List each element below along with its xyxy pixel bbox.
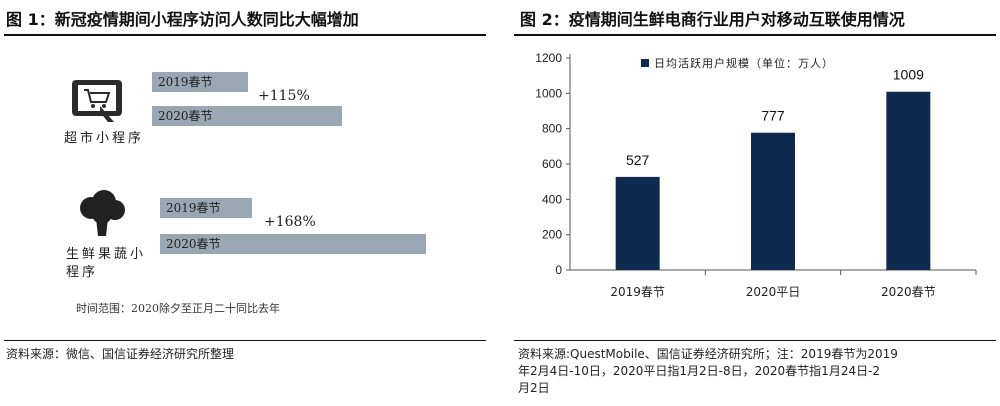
x-tick-label: 2020春节 xyxy=(881,285,936,299)
right-source-line-3: 月2日 xyxy=(518,381,550,395)
right-panel-title: 图 2：疫情期间生鲜电商行业用户对移动互联使用情况 xyxy=(520,10,905,29)
left-title-rule xyxy=(4,34,486,36)
y-tick-label: 200 xyxy=(542,228,562,242)
produce-icon xyxy=(76,190,128,238)
group-2-bar-2020: 2020春节 xyxy=(160,234,426,254)
bar xyxy=(886,91,931,270)
y-tick-label: 0 xyxy=(555,263,562,277)
y-tick-label: 800 xyxy=(542,122,562,136)
y-tick-label: 1000 xyxy=(535,86,562,100)
group-1-bar-2019: 2019春节 xyxy=(152,72,248,92)
y-tick-label: 1200 xyxy=(535,51,562,65)
x-tick-label: 2020平日 xyxy=(746,285,801,299)
left-panel-title: 图 1：新冠疫情期间小程序访问人数同比大幅增加 xyxy=(6,10,359,29)
supermarket-icon xyxy=(70,76,126,124)
bar-value-label: 527 xyxy=(626,152,650,168)
bar-chart: 0 200 400 600 800 1000 1200 527 2019春节 777 2020平日 1… xyxy=(535,51,977,299)
right-source-line-2: 年2月4日-10日，2020平日指1月2日-8日，2020春节指1月24日-2 xyxy=(518,364,881,378)
group-2-change: +168% xyxy=(264,214,316,230)
y-tick-label: 400 xyxy=(542,192,562,206)
bar xyxy=(751,132,795,270)
left-source-rule xyxy=(4,340,486,341)
time-range-note: 时间范围：2020除夕至正月二十同比去年 xyxy=(76,302,280,315)
broccoli-icon xyxy=(80,190,125,236)
group-1-bar-2020: 2020春节 xyxy=(152,106,342,126)
right-source-line-1: 资料来源:QuestMobile、国信证券经济研究所；注：2019春节为2019 xyxy=(518,347,898,361)
y-tick-label: 600 xyxy=(542,157,562,171)
group-1-change: +115% xyxy=(258,88,310,104)
tablet-cart-icon xyxy=(72,80,122,122)
bar xyxy=(615,176,660,270)
x-tick-label: 2019春节 xyxy=(610,285,665,299)
left-source: 资料来源：微信、国信证券经济研究所整理 xyxy=(6,347,235,361)
right-source-rule xyxy=(514,340,996,341)
group-2-bar-2019: 2019春节 xyxy=(160,198,252,218)
group-1-label: 超市小程序 xyxy=(64,131,145,146)
legend-label: 日均活跃用户规模（单位：万人） xyxy=(654,56,834,70)
right-title-rule xyxy=(514,34,996,36)
group-2-label: 生鲜果蔬小程序 xyxy=(66,247,147,280)
legend-swatch xyxy=(641,59,649,67)
bar-value-label: 777 xyxy=(761,108,785,124)
bar-value-label: 1009 xyxy=(893,67,924,83)
